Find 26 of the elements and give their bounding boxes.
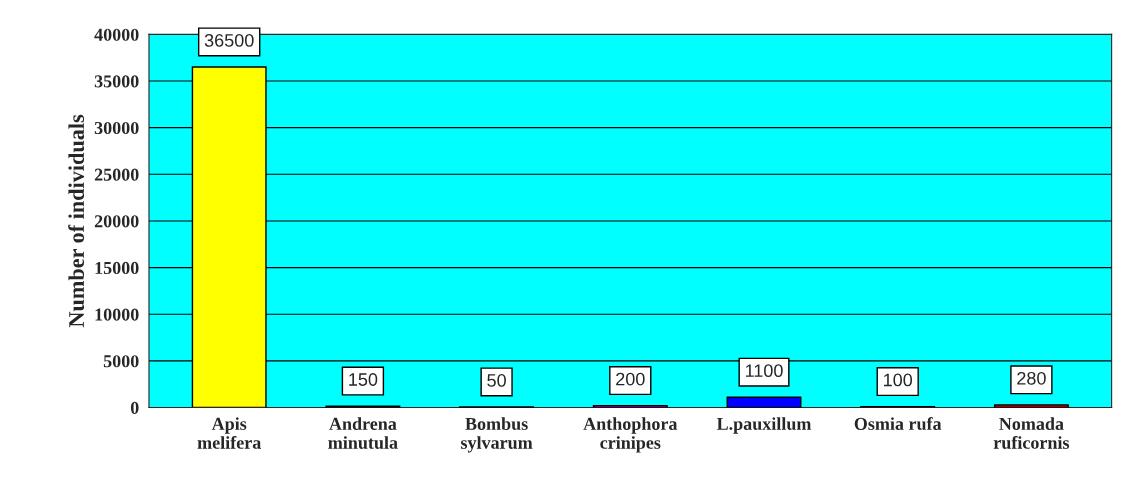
x-tick-label: Osmia rufa — [854, 417, 942, 430]
y-tick-label: 10000 — [95, 308, 139, 321]
data-label: 280 — [1017, 371, 1046, 385]
bar — [726, 396, 802, 408]
y-tick-label: 5000 — [103, 355, 139, 368]
x-tick-label: Anthophora crinipes — [583, 417, 678, 453]
y-tick-label: 30000 — [94, 121, 139, 135]
data-label: 36500 — [204, 34, 254, 47]
y-tick-label: 40000 — [94, 28, 139, 41]
x-tick-label: Bombus sylvarum — [461, 417, 533, 453]
data-label: 200 — [616, 372, 645, 386]
y-axis-title: Number of individuals — [68, 114, 85, 328]
y-tick-label: 0 — [130, 401, 139, 414]
x-tick-label: L.pauxillum — [716, 417, 812, 434]
data-label: 1100 — [745, 364, 783, 378]
bar — [993, 404, 1069, 408]
x-tick-label: Nomada ruficornis — [993, 417, 1070, 449]
data-label: 150 — [349, 373, 378, 386]
y-tick-label: 35000 — [94, 75, 139, 88]
data-label: 100 — [884, 373, 913, 387]
y-tick-label: 20000 — [94, 215, 139, 228]
y-tick-label: 15000 — [95, 261, 139, 275]
y-tick-label: 25000 — [94, 168, 139, 181]
data-label: 50 — [487, 374, 506, 387]
x-tick-label: Apis melifera — [197, 417, 261, 449]
x-tick-label: Andrena minutula — [328, 417, 398, 449]
